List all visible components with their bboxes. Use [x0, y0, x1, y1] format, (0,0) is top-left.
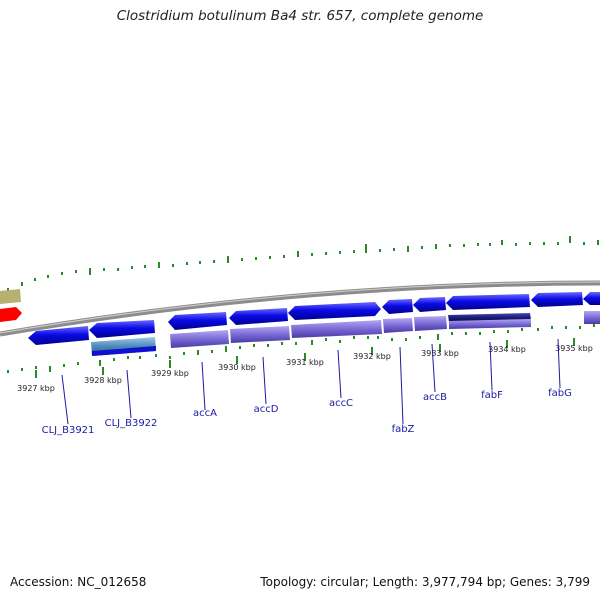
- cds-feature-fabZ: [383, 318, 413, 333]
- gc-track-inner: [7, 324, 595, 373]
- cds-feature-accD: [230, 326, 290, 343]
- gene-track: [28, 292, 600, 345]
- map-title: Clostridium botulinum Ba4 str. 657, comp…: [116, 8, 484, 24]
- gene-label-accC[interactable]: accC: [329, 398, 353, 409]
- gene-labels: CLJ_B3921 CLJ_B3922 accA accD accC fabZ accB fa…: [42, 338, 572, 436]
- gc-track-outer: [7, 236, 599, 291]
- cds-feature-fabF-lower: [449, 319, 531, 329]
- gene-arrow-CLJ_B3922[interactable]: [89, 320, 155, 338]
- scale-tick-label: 3933 kbp: [421, 349, 459, 358]
- gene-arrow-fabF[interactable]: [446, 294, 530, 310]
- gene-arrow-next[interactable]: [583, 292, 600, 305]
- cds-feature-accB: [414, 316, 447, 331]
- gene-arrow-fabZ[interactable]: [382, 299, 413, 314]
- gene-arrow-accC[interactable]: [288, 302, 381, 320]
- gene-label-CLJ_B3921[interactable]: CLJ_B3921: [42, 425, 95, 436]
- scale-ticks: 3927 kbp 3928 kbp 3929 kbp 3930 kbp 3931 kbp…: [17, 338, 593, 393]
- red-feature: [0, 307, 22, 322]
- gene-arrow-accA[interactable]: [168, 312, 227, 330]
- accession-text: Accession: NC_012658: [10, 575, 147, 589]
- gene-arrow-accD[interactable]: [229, 308, 288, 325]
- scale-tick-label: 3935 kbp: [555, 344, 593, 353]
- gene-arrow-CLJ_B3921[interactable]: [28, 326, 89, 345]
- scale-tick-label: 3934 kbp: [488, 345, 526, 354]
- cds-feature-CLJ_B3922-lower: [92, 346, 156, 356]
- gene-label-fabG[interactable]: fabG: [548, 388, 572, 399]
- gene-label-fabZ[interactable]: fabZ: [392, 424, 415, 435]
- cds-feature-accC: [291, 320, 382, 338]
- gene-arrow-accB[interactable]: [413, 297, 446, 312]
- scale-tick-label: 3928 kbp: [84, 376, 122, 385]
- scale-tick-label: 3927 kbp: [17, 384, 55, 393]
- gene-label-accD[interactable]: accD: [254, 404, 279, 415]
- gene-label-CLJ_B3922[interactable]: CLJ_B3922: [105, 418, 158, 429]
- gene-arrow-fabG[interactable]: [531, 292, 583, 307]
- genome-backbone-highlight: [0, 281, 600, 334]
- gene-label-accB[interactable]: accB: [423, 392, 447, 403]
- cds-feature-track: [91, 311, 600, 356]
- olive-feature: [0, 289, 21, 304]
- genome-backbone: [0, 280, 600, 337]
- scale-tick-label: 3929 kbp: [151, 369, 189, 378]
- gene-label-fabF[interactable]: fabF: [481, 390, 503, 401]
- scale-tick-label: 3932 kbp: [353, 352, 391, 361]
- cds-feature-accA: [170, 330, 229, 348]
- scale-tick-label: 3930 kbp: [218, 363, 256, 372]
- cds-feature-next: [584, 311, 600, 324]
- genome-summary-text: Topology: circular; Length: 3,977,794 bp…: [260, 575, 590, 589]
- scale-tick-label: 3931 kbp: [286, 358, 324, 367]
- gene-label-accA[interactable]: accA: [193, 408, 217, 419]
